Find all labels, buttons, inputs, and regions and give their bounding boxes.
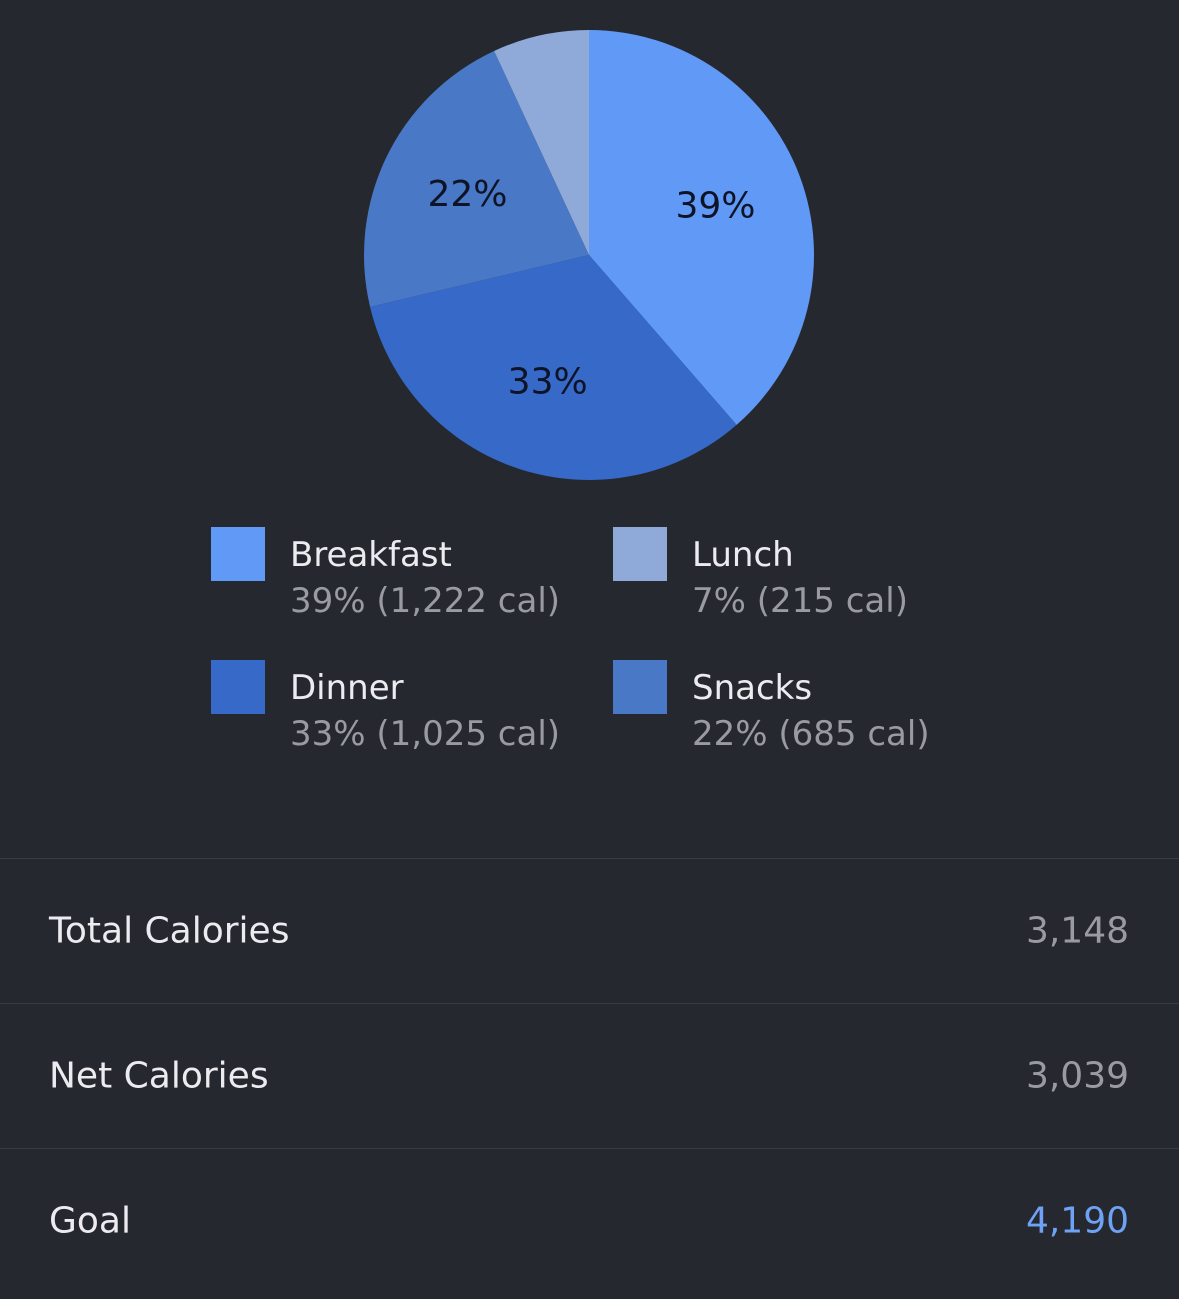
calorie-summary-list: Total Calories 3,148 Net Calories 3,039 …: [0, 858, 1179, 1293]
pie-label-breakfast: 39%: [675, 186, 755, 227]
legend-name-lunch: Lunch: [692, 535, 794, 575]
legend-name-breakfast: Breakfast: [290, 535, 452, 575]
legend-name-snacks: Snacks: [692, 668, 813, 708]
net-calories-value: 3,039: [1025, 1055, 1129, 1097]
legend-swatch-snacks: [613, 660, 667, 714]
legend-detail-breakfast: 39% (1,222 cal): [290, 581, 561, 621]
pie-slice-breakfast[interactable]: [589, 30, 815, 425]
legend-swatch-dinner: [211, 660, 265, 714]
pie-label-dinner: 33%: [508, 362, 588, 403]
total-calories-row[interactable]: Total Calories 3,148: [0, 858, 1179, 1003]
total-calories-label: Total Calories: [49, 910, 290, 952]
legend-detail-lunch: 7% (215 cal): [692, 581, 908, 621]
pie-label-snacks: 22%: [427, 174, 507, 215]
pie-chart-svg: 39% 33% 22%: [363, 30, 815, 481]
goal-value: 4,190: [1025, 1200, 1129, 1242]
legend-swatch-breakfast: [211, 527, 265, 581]
legend-name-dinner: Dinner: [290, 668, 404, 708]
legend-detail-snacks: 22% (685 cal): [692, 714, 930, 754]
legend-detail-dinner: 33% (1,025 cal): [290, 714, 561, 754]
total-calories-value: 3,148: [1025, 910, 1129, 952]
meal-pie-chart: 39% 33% 22%: [0, 0, 1179, 500]
goal-label: Goal: [49, 1200, 131, 1242]
chart-legend: Breakfast 39% (1,222 cal) Lunch 7% (215 …: [0, 527, 1179, 787]
net-calories-label: Net Calories: [49, 1055, 269, 1097]
goal-row[interactable]: Goal 4,190: [0, 1148, 1179, 1293]
legend-swatch-lunch: [613, 527, 667, 581]
net-calories-row[interactable]: Net Calories 3,039: [0, 1003, 1179, 1148]
pie-slice-dinner[interactable]: [370, 255, 737, 481]
pie-slice-lunch[interactable]: [494, 30, 589, 255]
pie-slice-snacks[interactable]: [363, 50, 589, 308]
